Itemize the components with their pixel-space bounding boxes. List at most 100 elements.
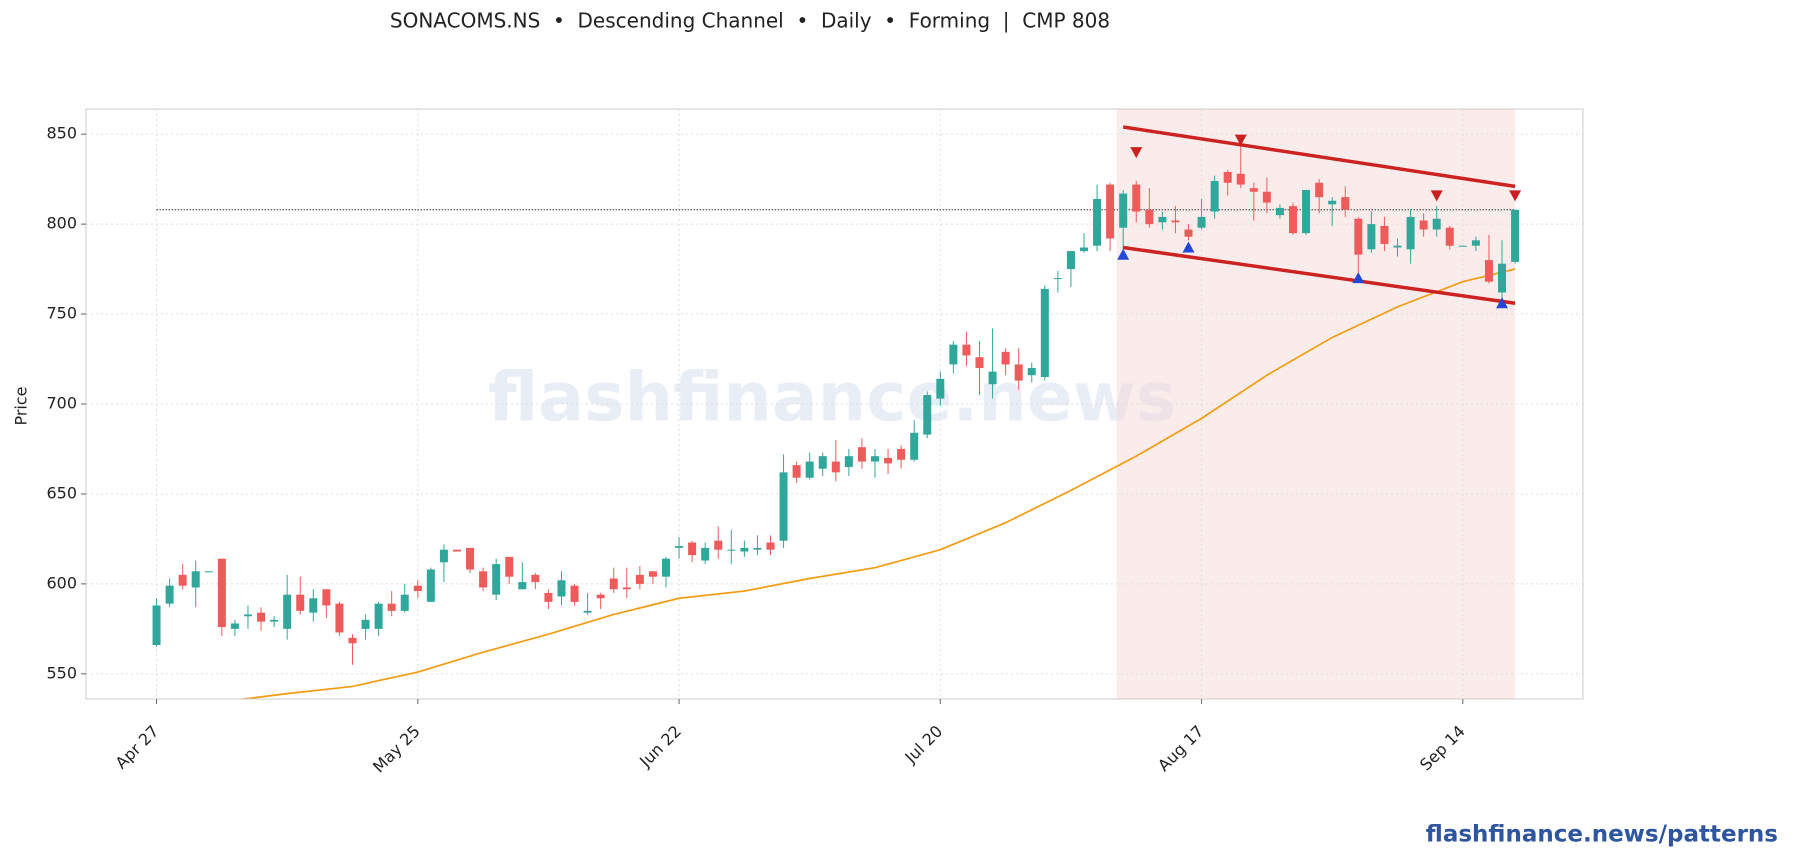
candle-body bbox=[544, 592, 553, 602]
candle-body bbox=[1080, 247, 1088, 252]
candle-body bbox=[1145, 209, 1154, 225]
candle-body bbox=[335, 603, 344, 633]
y-tick-label: 600 bbox=[46, 573, 77, 592]
candle-body bbox=[230, 623, 239, 629]
candle-body bbox=[257, 612, 266, 622]
candle-body bbox=[779, 472, 788, 541]
candle-body bbox=[152, 605, 161, 646]
candle-body bbox=[400, 594, 409, 611]
candle-body bbox=[675, 546, 684, 548]
candle-body bbox=[1419, 220, 1428, 230]
y-tick-label: 700 bbox=[46, 394, 77, 413]
candle-body bbox=[1511, 209, 1520, 262]
candle-body bbox=[1040, 288, 1049, 378]
y-tick-label: 850 bbox=[46, 124, 77, 143]
candle-body bbox=[910, 432, 919, 460]
pivot-high-marker bbox=[1430, 190, 1443, 202]
pattern-region bbox=[1116, 109, 1516, 699]
candle-body bbox=[596, 594, 605, 599]
candle-body bbox=[492, 564, 501, 595]
candle-body bbox=[884, 457, 893, 464]
candle-body bbox=[949, 344, 958, 365]
candle-body bbox=[635, 574, 644, 584]
candle-body bbox=[1171, 220, 1180, 223]
candle-body bbox=[1315, 182, 1324, 198]
candle-body bbox=[1210, 180, 1219, 212]
candle-body bbox=[714, 540, 723, 550]
candle-body bbox=[857, 447, 866, 462]
candle-body bbox=[1432, 218, 1441, 230]
candle-body bbox=[766, 542, 775, 550]
candle-body bbox=[1445, 227, 1454, 246]
pivot-high-marker bbox=[1130, 147, 1143, 159]
candle-body bbox=[1354, 218, 1363, 255]
candle-body bbox=[727, 549, 736, 551]
x-tick-label: Apr 27 bbox=[112, 722, 163, 773]
y-tick-label: 550 bbox=[46, 663, 77, 682]
candle-body bbox=[1158, 216, 1167, 223]
candle-body bbox=[1484, 260, 1493, 282]
candle-body bbox=[1393, 245, 1402, 248]
plot-area bbox=[86, 109, 1583, 699]
candle-body bbox=[178, 574, 187, 586]
x-tick-label: Sep 14 bbox=[1416, 722, 1469, 775]
candle-body bbox=[1053, 278, 1062, 280]
pivot-low-marker bbox=[1182, 241, 1195, 253]
candle-body bbox=[374, 603, 383, 629]
candle-body bbox=[309, 598, 318, 613]
x-tick-label: May 25 bbox=[369, 722, 424, 777]
candle-body bbox=[1027, 368, 1036, 376]
candle-body bbox=[688, 542, 697, 556]
candle-body bbox=[270, 619, 279, 622]
candle-body bbox=[661, 558, 670, 577]
candle-body bbox=[701, 547, 710, 561]
candle-body bbox=[191, 571, 200, 588]
candle-body bbox=[557, 580, 566, 597]
candle-body bbox=[322, 589, 331, 606]
y-tick-label: 800 bbox=[46, 214, 77, 233]
candle-body bbox=[988, 371, 997, 385]
candle-body bbox=[648, 571, 657, 577]
candle-body bbox=[1341, 197, 1350, 210]
y-tick-label: 650 bbox=[46, 483, 77, 502]
candle-body bbox=[962, 344, 971, 356]
candle-body bbox=[1184, 229, 1193, 237]
candle-body bbox=[1262, 191, 1271, 203]
x-tick-label: Jun 22 bbox=[635, 722, 685, 772]
candle-body bbox=[844, 456, 853, 467]
moving-average-line bbox=[236, 268, 1516, 699]
candle-body bbox=[1367, 224, 1376, 250]
candle-body bbox=[1498, 263, 1507, 293]
pivot-high-marker bbox=[1234, 134, 1247, 146]
candle-body bbox=[1106, 184, 1115, 239]
candle-body bbox=[805, 461, 814, 478]
candle-body bbox=[753, 547, 762, 550]
candle-body bbox=[439, 549, 448, 563]
candle-body bbox=[792, 465, 801, 478]
candle-body bbox=[1014, 364, 1023, 381]
candle-body bbox=[1289, 206, 1298, 234]
candle-body bbox=[622, 587, 631, 590]
footer: flashfinance.news/patterns bbox=[1426, 822, 1778, 848]
x-tick-label: Jul 20 bbox=[901, 722, 947, 768]
candle-body bbox=[936, 378, 945, 399]
candle-body bbox=[1066, 251, 1075, 270]
watermark: flashfinance.news bbox=[488, 359, 1176, 438]
candle-body bbox=[361, 619, 370, 629]
candle-body bbox=[818, 456, 827, 469]
candle-body bbox=[505, 556, 514, 577]
candle-body bbox=[466, 547, 475, 570]
pivot-high-marker bbox=[1509, 190, 1522, 202]
candle-body bbox=[165, 585, 174, 604]
candle-body bbox=[1275, 207, 1284, 216]
candle-body bbox=[831, 461, 840, 473]
candle-body bbox=[1236, 173, 1245, 185]
candle-body bbox=[975, 357, 984, 369]
candle-body bbox=[1249, 188, 1258, 192]
candle-body bbox=[348, 637, 357, 644]
candle-body bbox=[1001, 351, 1010, 365]
candle-body bbox=[583, 610, 592, 613]
y-tick-label: 750 bbox=[46, 304, 77, 323]
candle-body bbox=[1471, 240, 1480, 246]
